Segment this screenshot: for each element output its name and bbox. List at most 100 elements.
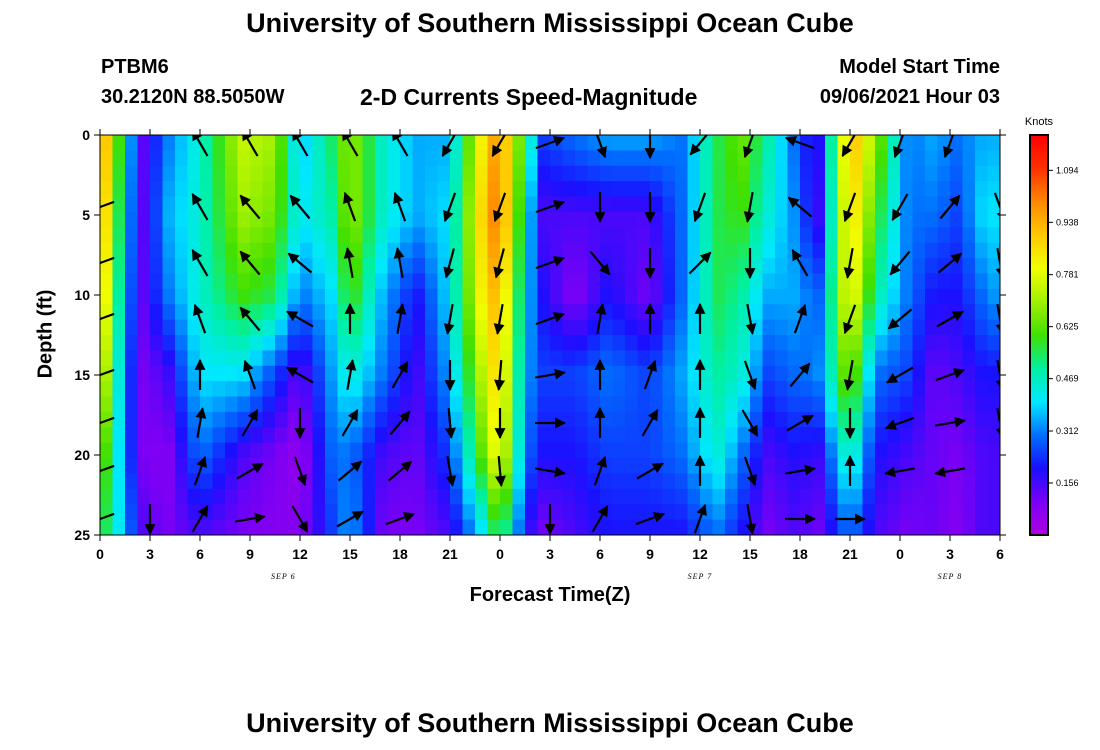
heatmap-cell [337,458,351,475]
heatmap-cell [487,273,501,290]
heatmap-cell [912,396,926,413]
heatmap-cell [775,335,789,351]
current-vector [491,135,506,157]
heatmap-cell [387,273,401,290]
station-id: PTBM6 [101,56,169,78]
heatmap-cell [750,150,764,167]
heatmap-cell [312,273,326,290]
heatmap-cell [337,135,351,151]
day-label: SEP 7 [688,572,713,581]
heatmap-cell [850,488,864,505]
heatmap-cell [875,181,889,198]
heatmap-cell [737,181,751,198]
heatmap-cell [737,411,751,428]
current-vector [191,135,209,157]
heatmap-cell [800,488,814,505]
heatmap-cell [900,181,914,198]
heatmap-cell [487,442,501,459]
heatmap-cell [975,365,989,382]
heatmap-cell [812,488,826,505]
heatmap-cell [900,519,914,535]
heatmap-cell [212,181,226,198]
heatmap-cell [375,488,389,505]
heatmap-cell [162,211,176,228]
heatmap-cell [862,458,876,475]
heatmap-cell [262,304,276,321]
heatmap-cell [537,381,551,398]
heatmap-cell [712,196,726,213]
heatmap-cell [700,473,714,490]
heatmap-cell [212,227,226,244]
heatmap-cell [650,288,664,305]
current-vector [193,303,207,334]
heatmap-cell [425,242,439,259]
current-vector [100,512,115,521]
current-vector [289,194,311,220]
heatmap-cell [637,181,651,198]
heatmap-cell [775,227,789,244]
heatmap-cell [337,335,351,351]
heatmap-cell [175,365,189,382]
heatmap-cell [150,411,164,428]
heatmap-cell [512,442,526,459]
heatmap-cell [637,319,651,336]
heatmap-cell [512,365,526,382]
heatmap-cell [487,458,501,475]
heatmap-cell [675,273,689,290]
current-vector [993,192,1000,223]
current-vector [336,510,364,528]
x-tick-label: 15 [742,546,758,562]
heatmap-cell [212,319,226,336]
heatmap-cell [587,335,601,351]
heatmap-cell [400,165,414,182]
heatmap-cell [962,319,976,336]
heatmap-cell [912,150,926,167]
heatmap-cell [362,196,376,213]
current-vector [100,256,115,265]
heatmap-cell [975,258,989,275]
heatmap-cell [212,242,226,259]
heatmap-cell [312,196,326,213]
heatmap-cell [150,242,164,259]
heatmap-cell [912,165,926,182]
heatmap-cell [962,458,976,475]
heatmap-cell [900,288,914,305]
heatmap-cell [875,196,889,213]
heatmap-cell [125,150,139,167]
heatmap-cell [937,288,951,305]
heatmap-cell [162,488,176,505]
heatmap-cell [462,211,476,228]
model-start-label: Model Start Time [839,56,1000,78]
heatmap-cell [462,335,476,351]
heatmap-cell [625,196,639,213]
heatmap-cell [337,304,351,321]
current-vector [100,416,115,425]
heatmap-cell [700,181,714,198]
heatmap-cell [337,411,351,428]
speed-heatmap [100,135,1000,535]
heatmap-cell [812,319,826,336]
heatmap-cell [462,427,476,444]
heatmap-cell [112,319,126,336]
heatmap-cell [862,242,876,259]
heatmap-cell [437,196,451,213]
heatmap-cell [562,227,576,244]
heatmap-cell [475,381,489,398]
heatmap-cell [662,150,676,167]
heatmap-cell [162,365,176,382]
heatmap-cell [912,227,926,244]
heatmap-cell [225,273,239,290]
heatmap-cell [762,181,776,198]
heatmap-cell [312,381,326,398]
heatmap-cell [925,242,939,259]
heatmap-cell [437,473,451,490]
heatmap-cell [175,396,189,413]
heatmap-cell [750,304,764,321]
heatmap-cell [575,442,589,459]
heatmap-cell [912,211,926,228]
heatmap-cell [387,135,401,151]
heatmap-cell [712,381,726,398]
heatmap-cell [412,442,426,459]
heatmap-cell [937,150,951,167]
heatmap-cell [700,227,714,244]
